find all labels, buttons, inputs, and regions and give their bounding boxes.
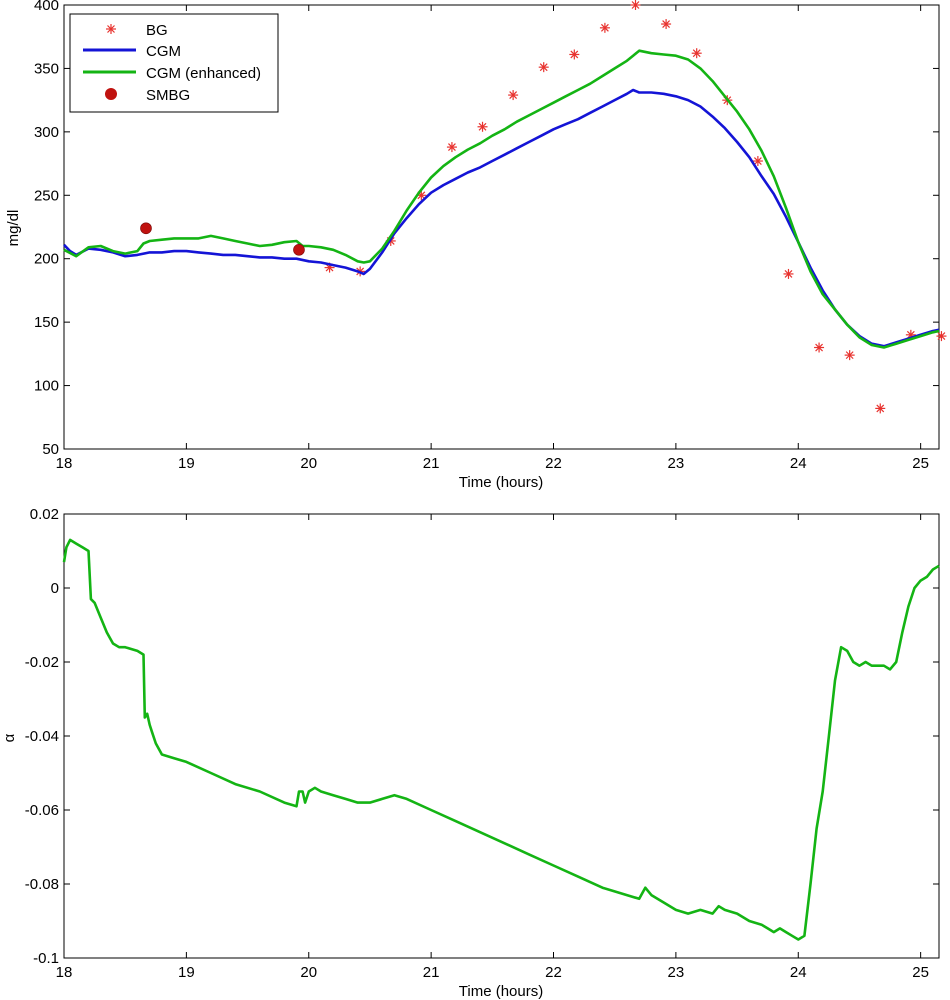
alpha-plot-frame: [63, 513, 940, 959]
glucose-ytick-label: 100: [34, 378, 59, 395]
legend-box: [69, 13, 279, 113]
alpha-plot-xlabel: Time (hours): [459, 983, 543, 1000]
glucose-ytick-label: 50: [42, 441, 59, 458]
glucose-ytick-label: 150: [34, 314, 59, 331]
glucose-xtick-label: 20: [300, 455, 317, 472]
legend-marker-bg-star: [106, 24, 116, 34]
legend-label-cgm-enhanced: CGM (enhanced): [146, 65, 261, 82]
glucose-ytick-label: 300: [34, 124, 59, 141]
glucose-series-bg-point: [599, 22, 610, 33]
glucose-plot-ylabel: mg/dl: [5, 210, 22, 247]
alpha-ytick-label: -0.08: [25, 876, 59, 893]
glucose-plot: 18 19 20 21 22 23 24 2550100150200250300350400 …: [5, 0, 947, 491]
glucose-series-bg-point: [446, 142, 457, 153]
alpha-xtick-label: 19: [178, 964, 195, 981]
alpha-xtick-label: 21: [423, 964, 440, 981]
glucose-series-bg-point: [936, 331, 947, 342]
glucose-series-cgm-enhanced-line: [63, 49, 940, 349]
glucose-xtick-label: 18: [56, 455, 73, 472]
alpha-ytick-label: -0.1: [33, 950, 59, 967]
glucose-xtick-label: 24: [790, 455, 807, 472]
alpha-plot: 18 19 20 21 22 23 24 25 -0.1 -0.08 -0.06 -0.04 -0.02…: [1, 506, 940, 1000]
alpha-ytick-label: -0.06: [25, 802, 59, 819]
legend-star-shape: [106, 24, 116, 34]
alpha-plot-ylabel: α: [1, 733, 18, 742]
alpha-xtick-label: 22: [545, 964, 562, 981]
glucose-series-bg-point: [538, 62, 549, 73]
alpha-xtick-label: 18: [56, 964, 73, 981]
glucose-xtick-label: 23: [668, 455, 685, 472]
glucose-series-bg-point: [844, 350, 855, 361]
legend-marker-smbg: [105, 88, 117, 100]
legend-label-cgm: CGM: [146, 43, 181, 60]
glucose-series-bg-point: [875, 403, 886, 414]
alpha-series-layer: [62, 538, 940, 941]
alpha-ytick-label: 0.02: [30, 506, 59, 523]
glucose-ytick-label: 400: [34, 0, 59, 14]
glucose-series-bg-point: [814, 342, 825, 353]
alpha-series-alpha-line: [62, 538, 940, 941]
glucose-plot-xlabel: Time (hours): [459, 474, 543, 491]
glucose-xtick-label: 19: [178, 455, 195, 472]
glucose-xtick-label: 21: [423, 455, 440, 472]
glucose-series-smbg-point: [293, 244, 305, 256]
legend-item-smbg: SMBG: [105, 87, 190, 104]
glucose-series-bg-point: [477, 121, 488, 132]
glucose-series-cgm-line: [63, 88, 940, 348]
legend-item-cgm-enhanced: CGM (enhanced): [83, 65, 261, 82]
legend-label-smbg: SMBG: [146, 87, 190, 104]
alpha-xtick-label: 23: [668, 964, 685, 981]
legend: BG CGM CGM (enhanced) SMBG: [69, 13, 279, 113]
glucose-series-bg-point: [691, 48, 702, 59]
glucose-series-smbg-point: [140, 222, 152, 235]
glucose-series-layer: [63, 0, 947, 414]
glucose-xtick-label: 22: [545, 455, 562, 472]
glucose-series-bg-point: [661, 19, 672, 30]
alpha-xtick-label: 24: [790, 964, 807, 981]
alpha-ytick-label: -0.02: [25, 654, 59, 671]
glucose-series-bg-point: [630, 0, 641, 10]
glucose-ytick-label: 250: [34, 187, 59, 204]
glucose-series-bg-point: [569, 49, 580, 60]
alpha-axes: 18 19 20 21 22 23 24 25 -0.1 -0.08 -0.06 -0.04 -0.02…: [25, 506, 939, 981]
glucose-series-bg-point: [783, 268, 794, 279]
glucose-xtick-label: 25: [912, 455, 929, 472]
alpha-xtick-label: 25: [912, 964, 929, 981]
alpha-ytick-label: -0.04: [25, 728, 59, 745]
legend-item-cgm: CGM: [83, 43, 181, 60]
glucose-series-bg-point: [508, 90, 519, 101]
legend-label-bg: BG: [146, 22, 168, 39]
glucose-ytick-label: 200: [34, 251, 59, 268]
legend-item-bg: BG: [106, 22, 168, 39]
glucose-ytick-label: 350: [34, 60, 59, 77]
alpha-ytick-label: 0: [51, 580, 59, 597]
alpha-xtick-label: 20: [300, 964, 317, 981]
glucose-axes: 18 19 20 21 22 23 24 25 50 100 150 200 250 300 350 400: [34, 0, 939, 472]
glucose-series-bg-point: [752, 156, 763, 167]
